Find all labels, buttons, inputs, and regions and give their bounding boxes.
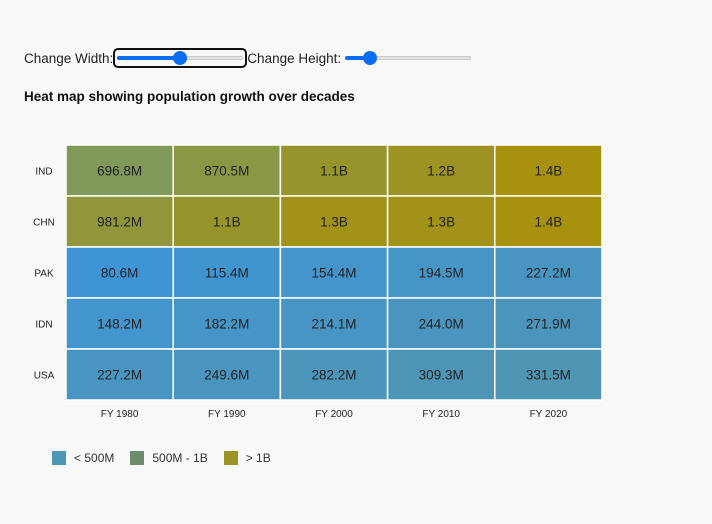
cell-value-label: 227.2M — [97, 368, 142, 383]
x-axis-label: FY 2000 — [315, 409, 353, 420]
heatmap-cell — [494, 144, 603, 197]
heatmap-cell — [494, 297, 603, 350]
width-slider-label: Change Width: — [24, 50, 114, 66]
height-slider-label: Change Height: — [247, 50, 342, 66]
chart-legend: < 500M 500M - 1B > 1B — [52, 451, 287, 465]
cell-value-label: 182.2M — [204, 317, 249, 332]
cell-value-label: 148.2M — [97, 317, 142, 332]
heatmap-cell — [386, 348, 496, 401]
cell-value-label: 1.3B — [320, 215, 348, 230]
legend-label: < 500M — [74, 451, 115, 465]
cell-value-label: 115.4M — [205, 266, 249, 281]
y-axis-label: IND — [35, 167, 52, 178]
heatmap-cell — [65, 297, 174, 350]
legend-swatch — [223, 451, 238, 465]
cell-value-label: 214.1M — [311, 317, 356, 332]
cell-value-label: 271.9M — [526, 317, 571, 332]
cell-value-label: 1.4B — [535, 164, 563, 179]
x-axis-label: FY 2020 — [530, 409, 568, 420]
y-axis-label: PAK — [34, 269, 54, 280]
y-axis-label: CHN — [33, 218, 55, 229]
cell-value-label: 227.2M — [526, 266, 571, 281]
cell-value-label: 194.5M — [419, 266, 464, 281]
heatmap-cell — [279, 348, 389, 401]
heatmap-cell — [279, 297, 389, 350]
size-controls: Change Width: Change Height: — [24, 48, 475, 68]
height-slider-thumb[interactable] — [363, 51, 378, 65]
cell-value-label: 282.2M — [311, 368, 356, 383]
heatmap-cell — [172, 195, 282, 248]
width-slider-fill — [117, 56, 181, 60]
heatmap-cell — [494, 348, 603, 401]
heatmap-cell — [386, 246, 496, 299]
chart-title: Heat map showing population growth over … — [24, 89, 355, 104]
heatmap-cell — [65, 348, 174, 401]
cell-value-label: 80.6M — [101, 266, 139, 281]
width-slider-thumb[interactable] — [173, 51, 188, 65]
legend-item: > 1B — [223, 451, 271, 465]
cell-value-label: 331.5M — [526, 368, 571, 383]
x-axis-label: FY 1980 — [101, 409, 139, 420]
heatmap-cell — [65, 195, 174, 248]
height-slider[interactable] — [343, 50, 473, 66]
x-axis-label: FY 1990 — [208, 409, 246, 420]
heatmap-cell — [386, 297, 496, 350]
legend-label: 500M - 1B — [152, 451, 208, 465]
legend-label: > 1B — [245, 451, 271, 465]
heatmap-cell — [172, 297, 282, 350]
cell-value-label: 1.2B — [427, 164, 455, 179]
heatmap-cell — [494, 195, 603, 248]
height-slider-fill — [345, 56, 371, 60]
cell-value-label: 244.0M — [419, 317, 464, 332]
heatmap-cell — [494, 246, 603, 299]
cell-value-label: 1.4B — [535, 215, 563, 230]
legend-item: < 500M — [52, 451, 114, 465]
heatmap-chart: IND 696.8M 870.5M 1.1B 1.2B 1.4B CHN 981.2M 1.1B… — [33, 144, 603, 420]
cell-value-label: 870.5M — [204, 164, 249, 179]
legend-swatch — [130, 451, 145, 465]
y-axis-label: IDN — [35, 320, 52, 331]
width-slider[interactable] — [113, 48, 248, 68]
cell-value-label: 249.6M — [204, 368, 249, 383]
cell-value-label: 696.8M — [97, 164, 142, 179]
heatmap-cell — [172, 348, 282, 401]
cell-value-label: 154.4M — [311, 266, 356, 281]
cell-value-label: 1.1B — [320, 164, 348, 179]
cell-value-label: 1.3B — [427, 215, 455, 230]
legend-swatch — [52, 451, 66, 465]
cell-value-label: 981.2M — [97, 215, 142, 230]
x-axis-label: FY 2010 — [422, 409, 460, 420]
cell-value-label: 309.3M — [419, 368, 464, 383]
heatmap-cell — [279, 246, 389, 299]
legend-item: 500M - 1B — [130, 451, 208, 465]
cell-value-label: 1.1B — [213, 215, 241, 230]
y-axis-label: USA — [34, 371, 55, 382]
